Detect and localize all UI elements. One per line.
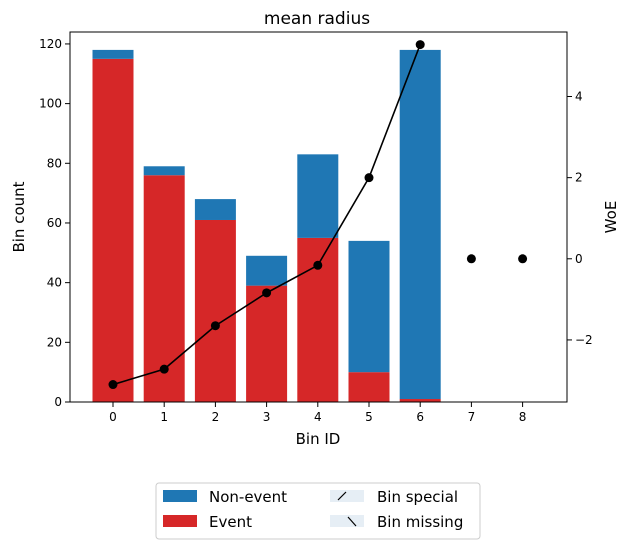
legend-label-bin-missing: Bin missing (377, 513, 463, 531)
bar-event-2 (194, 219, 236, 402)
bar-event-3 (246, 285, 288, 402)
y2-tick-label: 4 (575, 90, 583, 104)
woe-point-5 (364, 173, 374, 183)
x-tick-label: 8 (519, 410, 527, 424)
y-tick-label: 60 (47, 216, 62, 230)
woe-point-8 (518, 254, 528, 264)
y-tick-label: 40 (47, 276, 62, 290)
bar-non-event-6 (399, 49, 441, 400)
x-axis-label: Bin ID (296, 430, 341, 448)
x-tick-label: 7 (468, 410, 476, 424)
y-tick-label: 0 (54, 395, 62, 409)
plot-frame (69, 31, 568, 403)
bar-event-0 (92, 58, 134, 403)
y-tick-label: 100 (39, 97, 62, 111)
legend-swatch-bin-special (330, 490, 364, 502)
woe-line-layer (108, 40, 528, 390)
woe-point-2 (210, 321, 220, 331)
chart-title: mean radius (264, 9, 370, 29)
woe-point-6 (415, 40, 425, 50)
legend: Non-event Event Bin special Bin missing (155, 482, 481, 540)
y-axis-label: Bin count (10, 181, 28, 252)
x-tick-label: 3 (263, 410, 271, 424)
woe-point-0 (108, 380, 118, 390)
y2-tick-label: 2 (575, 171, 583, 185)
x-tick-label: 0 (109, 410, 117, 424)
y2-tick-label: −2 (575, 333, 593, 347)
right-axis: −2 0 2 4 (567, 90, 593, 347)
bar-non-event-2 (194, 199, 236, 220)
y2-tick-label: 0 (575, 252, 583, 266)
bar-event-1 (143, 175, 185, 402)
bar-event-5 (348, 372, 390, 402)
legend-swatch-event (163, 515, 197, 527)
bars-layer (92, 49, 441, 403)
bar-event-6 (399, 399, 441, 402)
x-tick-label: 2 (212, 410, 220, 424)
bar-non-event-5 (348, 240, 390, 373)
y-tick-label: 80 (47, 156, 62, 170)
bar-non-event-3 (246, 255, 288, 286)
woe-point-1 (159, 364, 169, 374)
legend-box (155, 482, 481, 540)
x-tick-label: 6 (416, 410, 424, 424)
woe-point-3 (262, 288, 272, 298)
legend-label-event: Event (209, 513, 252, 531)
x-tick-label: 1 (160, 410, 168, 424)
y-tick-label: 120 (39, 37, 62, 51)
legend-label-bin-special: Bin special (377, 488, 458, 506)
x-tick-label: 5 (365, 410, 373, 424)
bar-non-event-4 (297, 154, 339, 238)
legend-swatch-bin-missing (330, 515, 364, 527)
bar-non-event-1 (143, 166, 185, 176)
woe-point-7 (466, 254, 476, 264)
y2-axis-label: WoE (602, 201, 620, 234)
x-axis: 0 1 2 3 4 5 6 7 8 (109, 402, 526, 424)
bar-non-event-0 (92, 49, 134, 59)
plot-area: 0 20 40 60 80 100 120 −2 0 2 4 0 1 2 3 4 5 6 7 8 (39, 31, 593, 424)
woe-point-4 (313, 260, 323, 270)
legend-swatch-non-event (163, 490, 197, 502)
left-axis: 0 20 40 60 80 100 120 (39, 37, 70, 409)
y-tick-label: 20 (47, 335, 62, 349)
x-tick-label: 4 (314, 410, 322, 424)
legend-label-non-event: Non-event (209, 488, 287, 506)
